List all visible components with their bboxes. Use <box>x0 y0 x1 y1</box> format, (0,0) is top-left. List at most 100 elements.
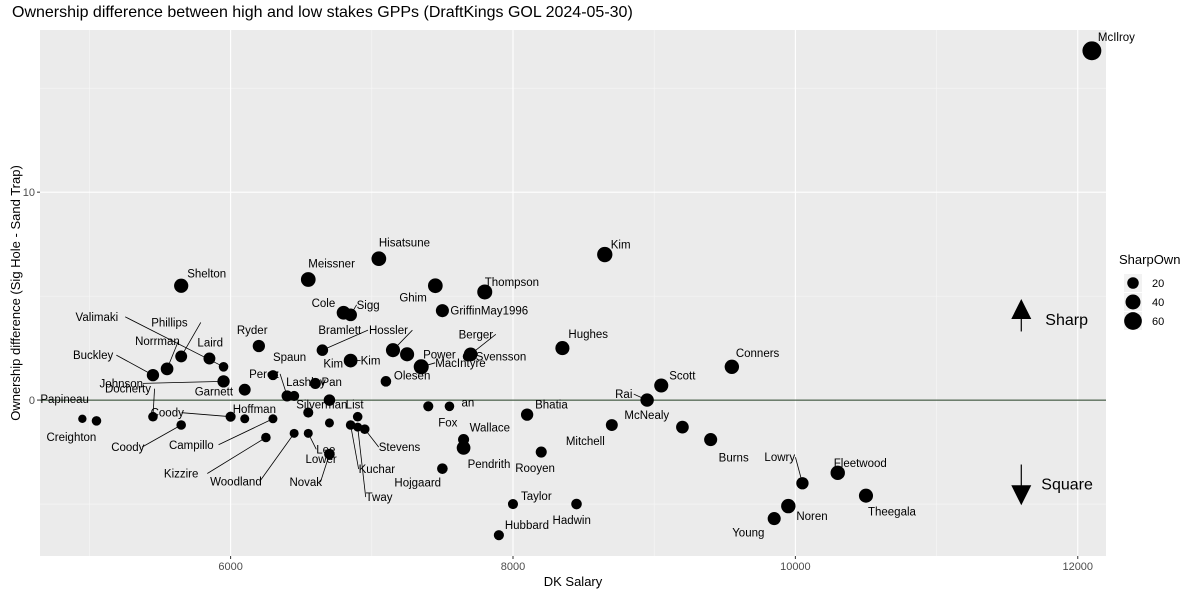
data-point <box>303 407 314 418</box>
data-label: Lower <box>305 454 336 466</box>
data-label: Kuchar <box>359 464 396 476</box>
data-point <box>289 390 300 401</box>
data-point <box>1082 41 1102 61</box>
data-point <box>456 441 471 455</box>
data-label: Docherty <box>105 384 151 396</box>
data-point <box>345 420 356 430</box>
x-tick-label: 6000 <box>218 561 242 573</box>
data-point <box>344 308 357 322</box>
data-point <box>324 448 335 460</box>
label-leader <box>142 380 224 384</box>
data-point <box>704 433 718 447</box>
data-label: Scott <box>669 371 696 383</box>
data-label: Spaun <box>273 352 306 364</box>
data-point <box>353 422 363 432</box>
data-point <box>796 477 809 490</box>
legend-symbol <box>1124 312 1142 330</box>
data-label: Rooyen <box>515 463 555 475</box>
data-point <box>324 418 334 428</box>
data-point <box>146 368 160 382</box>
data-label: Coody <box>111 442 144 454</box>
y-tick-label: 0 <box>29 395 35 407</box>
data-label: Lowry <box>764 452 795 464</box>
data-label: Pan <box>321 377 341 389</box>
data-label: Kizzire <box>164 468 199 480</box>
label-leader <box>116 354 154 376</box>
data-point <box>507 498 519 510</box>
data-label: Silverman <box>296 400 347 412</box>
x-tick-label: 12000 <box>1062 561 1093 573</box>
x-tick-label: 8000 <box>501 561 525 573</box>
data-label: Hughes <box>568 329 608 341</box>
data-point <box>281 390 293 402</box>
data-label: Wallace <box>470 423 510 435</box>
data-label: Thompson <box>485 277 539 289</box>
data-point <box>289 428 299 438</box>
legend-title: SharpOwn <box>1119 252 1180 267</box>
data-point <box>174 278 189 293</box>
data-label: Cole <box>312 298 336 310</box>
legend-label: 20 <box>1152 278 1164 290</box>
data-label: Coody <box>151 408 184 420</box>
data-label: Hisatsune <box>379 238 430 250</box>
data-point <box>267 370 279 381</box>
data-label: an <box>461 397 474 409</box>
data-point <box>555 341 570 356</box>
data-label: Hoffman <box>233 404 276 416</box>
data-point <box>352 411 363 422</box>
data-point <box>437 463 448 474</box>
point-labels: McIlroy Kim Hisatsune Meissner Shelton Ghim Th… <box>40 32 1135 540</box>
x-tick-label: 10000 <box>780 561 811 573</box>
data-label: Novak <box>289 477 322 489</box>
data-point <box>462 351 473 362</box>
data-label: Hossler <box>369 325 408 337</box>
data-label: Lee <box>316 444 335 456</box>
data-label: Valimaki <box>76 312 119 324</box>
axis-ticks: 6000 8000 10000 12000 0 10 <box>23 187 1093 573</box>
data-point <box>640 393 654 407</box>
legend: SharpOwn 20 40 60 <box>1119 252 1180 330</box>
data-label: Kim <box>361 356 381 368</box>
legend-label: 60 <box>1152 316 1164 328</box>
data-point <box>225 411 236 422</box>
data-point <box>217 375 230 388</box>
data-label: Olesen <box>394 370 430 382</box>
data-label: Laird <box>197 337 223 349</box>
data-point <box>477 284 493 300</box>
legend-label: 40 <box>1152 297 1164 309</box>
data-label: Woodland <box>210 476 262 488</box>
data-point <box>571 498 582 510</box>
data-point <box>423 401 434 412</box>
data-label: Sigg <box>357 300 380 312</box>
data-point <box>493 530 504 541</box>
data-point <box>78 414 87 423</box>
data-point <box>91 416 102 426</box>
data-point <box>303 428 313 438</box>
data-point <box>175 350 188 363</box>
data-label: Norrman <box>135 336 180 348</box>
data-label: Phillips <box>151 317 188 329</box>
label-leader <box>207 437 267 474</box>
plot-panel <box>40 30 1106 556</box>
sharp-annotation: Sharp <box>1045 312 1088 329</box>
data-point <box>535 446 547 458</box>
data-label: Ghim <box>399 293 426 305</box>
data-point <box>767 512 781 526</box>
data-point <box>343 353 358 368</box>
chart-title: Ownership difference between high and lo… <box>12 4 633 21</box>
data-point <box>148 411 158 422</box>
data-label: MacIntyre <box>435 358 486 370</box>
data-point <box>371 251 387 267</box>
data-label: Conners <box>736 348 780 360</box>
y-tick-label: 10 <box>23 187 35 199</box>
data-point <box>176 420 186 430</box>
data-label: Kim <box>323 358 343 370</box>
data-point <box>435 304 449 318</box>
data-point <box>605 419 618 431</box>
square-arrow-icon <box>1011 485 1032 506</box>
data-label: Buckley <box>73 350 114 362</box>
data-point <box>261 432 271 443</box>
square-annotation: Square <box>1041 476 1093 493</box>
data-label: Rai <box>615 389 632 401</box>
